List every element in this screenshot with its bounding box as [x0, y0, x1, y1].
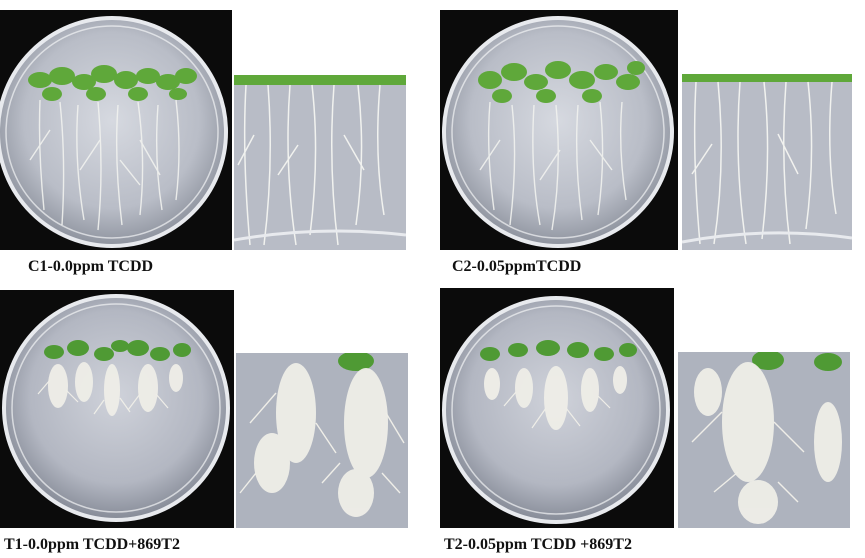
caption-t1: T1-0.0ppm TCDD+869T2: [4, 536, 180, 553]
root-closeup-t1: [236, 353, 408, 528]
caption-c1: C1-0.0ppm TCDD: [28, 258, 154, 275]
root-closeup-t2: [678, 352, 850, 528]
plate-photo-c1: [0, 10, 232, 250]
plate-photo-c2: [440, 10, 678, 250]
plate-photo-t1: [0, 290, 234, 528]
caption-t2: T2-0.05ppm TCDD +869T2: [444, 536, 632, 553]
plate-photo-t2: [440, 288, 674, 528]
caption-c2: C2-0.05ppmTCDD: [452, 258, 582, 275]
root-closeup-c2: [682, 74, 852, 250]
root-closeup-c1: [234, 75, 406, 250]
